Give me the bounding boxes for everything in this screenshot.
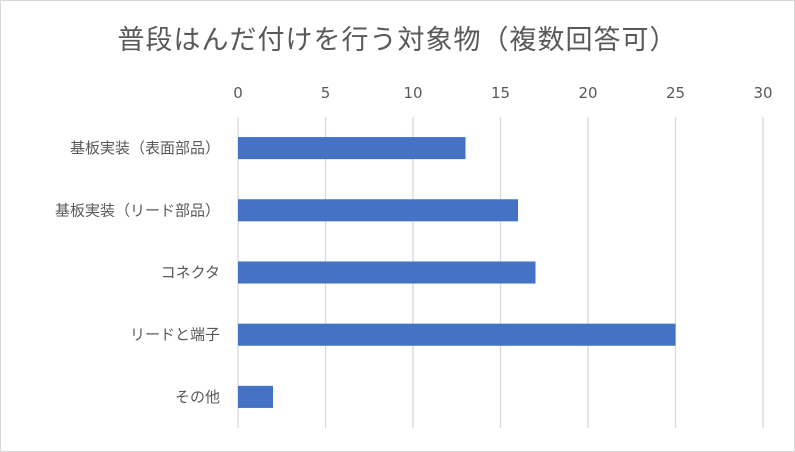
category-label-1: 基板実装（表面部品） (70, 139, 220, 157)
bar-1 (238, 137, 466, 160)
category-label-3: コネクタ (161, 264, 220, 282)
category-label-5: その他 (175, 388, 220, 406)
x-tick-label-30: 30 (753, 84, 772, 102)
x-tick-label-5: 5 (321, 84, 331, 102)
bar-2 (238, 199, 518, 222)
x-tick-label-25: 25 (666, 84, 685, 102)
x-tick-label-15: 15 (491, 84, 510, 102)
bar-4 (238, 323, 676, 346)
chart-title: 普段はんだ付けを行う対象物（複数回答可） (117, 25, 678, 56)
category-label-4: リードと端子 (130, 326, 220, 344)
category-label-2: 基板実装（リード部品） (55, 201, 220, 219)
bars (238, 137, 676, 408)
x-axis-tick-labels: 0 5 10 15 20 25 30 (233, 84, 772, 102)
x-tick-label-0: 0 (233, 84, 243, 102)
x-tick-label-20: 20 (578, 84, 597, 102)
bar-5 (238, 385, 273, 408)
x-tick-label-10: 10 (403, 84, 422, 102)
bar-3 (238, 261, 536, 284)
